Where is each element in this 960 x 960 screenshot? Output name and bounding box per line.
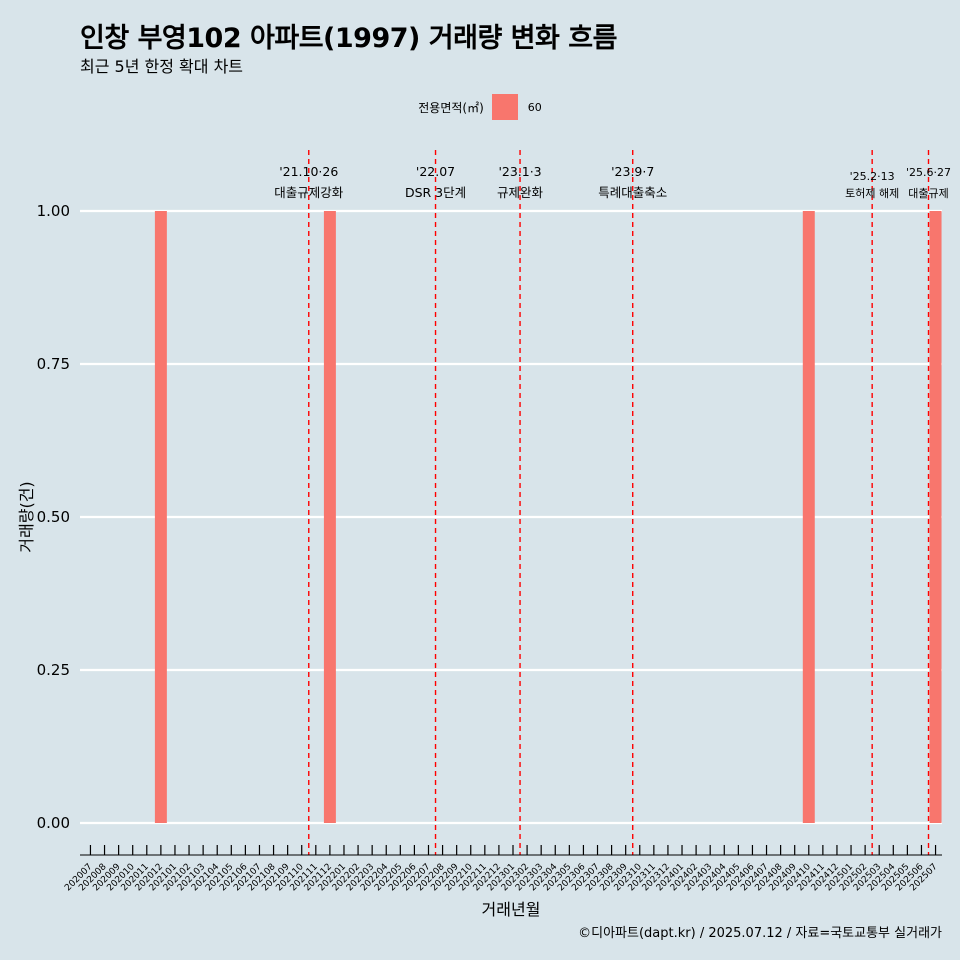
event-label-date: '23.1·3 xyxy=(498,164,541,179)
event-label-text: 규제완화 xyxy=(497,185,544,200)
bar xyxy=(802,211,815,823)
y-tick-label: 0.00 xyxy=(37,814,70,832)
y-tick-label: 0.75 xyxy=(37,355,70,373)
legend-key xyxy=(491,94,518,120)
bar xyxy=(154,211,167,823)
event-label-text: 특례대출축소 xyxy=(598,185,667,200)
y-tick-label: 0.25 xyxy=(37,661,70,679)
event-label-date: '25.2·13 xyxy=(850,170,895,183)
chart-subtitle: 최근 5년 한정 확대 차트 xyxy=(80,57,244,76)
legend-label: 60 xyxy=(527,100,542,114)
legend: 전용면적(㎡) 60 xyxy=(0,93,960,121)
x-axis-title: 거래년월 xyxy=(482,900,541,919)
event-label-date: '22.07 xyxy=(416,164,455,179)
y-tick-label: 0.50 xyxy=(37,508,70,526)
chart-caption: ©디아파트(dapt.kr) / 2025.07.12 / 자료=국토교통부 실… xyxy=(578,926,942,941)
event-label-text: 대출규제강화 xyxy=(274,185,344,200)
event-label-text: 대출규제 xyxy=(908,187,948,200)
y-axis-title: 거래량(건) xyxy=(17,481,36,552)
y-tick-label: 1.00 xyxy=(37,202,70,220)
event-label-date: '23.9·7 xyxy=(611,164,654,179)
bar xyxy=(929,211,942,823)
bar xyxy=(323,211,336,823)
chart-title: 인창 부영102 아파트(1997) 거래량 변화 흐름 xyxy=(80,23,617,54)
legend-title: 전용면적(㎡) xyxy=(418,100,484,115)
event-label-text: DSR 3단계 xyxy=(405,185,466,200)
event-label-text: 토허제 해제 xyxy=(845,186,899,200)
event-label-date: '25.6·27 xyxy=(906,166,951,179)
event-label-date: '21.10·26 xyxy=(279,164,338,179)
